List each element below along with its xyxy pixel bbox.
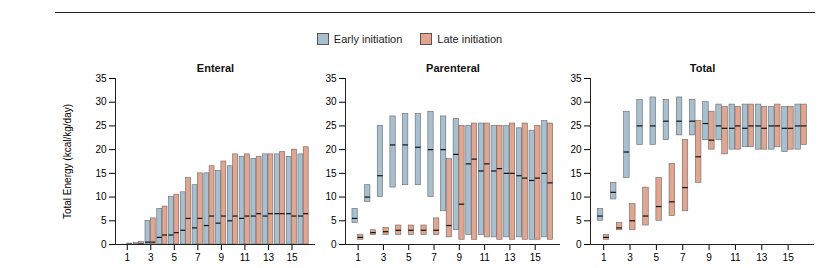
svg-text:5: 5 — [406, 252, 412, 263]
svg-text:25: 25 — [95, 120, 107, 131]
svg-text:15: 15 — [570, 168, 582, 179]
svg-text:10: 10 — [570, 191, 582, 202]
svg-text:9: 9 — [706, 252, 712, 263]
svg-text:9: 9 — [457, 252, 463, 263]
svg-text:0: 0 — [576, 239, 582, 250]
svg-text:13: 13 — [263, 252, 275, 263]
svg-text:15: 15 — [530, 252, 542, 263]
svg-text:5: 5 — [331, 215, 337, 226]
svg-text:1: 1 — [601, 252, 607, 263]
svg-text:7: 7 — [431, 252, 437, 263]
svg-text:0: 0 — [331, 239, 337, 250]
svg-text:7: 7 — [680, 252, 686, 263]
svg-text:11: 11 — [240, 252, 251, 263]
svg-text:3: 3 — [627, 252, 633, 263]
svg-text:5: 5 — [654, 252, 660, 263]
svg-text:13: 13 — [756, 252, 768, 263]
svg-text:Parenteral: Parenteral — [426, 62, 480, 74]
svg-text:5: 5 — [576, 215, 582, 226]
svg-text:5: 5 — [101, 215, 107, 226]
svg-text:11: 11 — [479, 252, 490, 263]
svg-text:35: 35 — [325, 73, 337, 84]
svg-text:1: 1 — [124, 252, 130, 263]
svg-text:20: 20 — [570, 144, 582, 155]
svg-text:20: 20 — [325, 144, 337, 155]
svg-text:10: 10 — [325, 191, 337, 202]
html-text:Late initiation: Late initiation — [437, 33, 503, 45]
svg-text:3: 3 — [381, 252, 387, 263]
svg-text:13: 13 — [504, 252, 516, 263]
svg-text:30: 30 — [570, 96, 582, 107]
svg-text:0: 0 — [101, 239, 107, 250]
svg-text:20: 20 — [95, 144, 107, 155]
svg-text:3: 3 — [148, 252, 154, 263]
svg-text:15: 15 — [95, 168, 107, 179]
svg-text:25: 25 — [570, 120, 582, 131]
svg-text:Total Energy (kcal/kg/day): Total Energy (kcal/kg/day) — [62, 104, 73, 219]
svg-text:30: 30 — [325, 96, 337, 107]
svg-text:1: 1 — [355, 252, 361, 263]
svg-text:15: 15 — [783, 252, 795, 263]
svg-text:35: 35 — [570, 73, 582, 84]
svg-text:10: 10 — [95, 191, 107, 202]
svg-text:5: 5 — [172, 252, 178, 263]
svg-text:15: 15 — [286, 252, 298, 263]
svg-text:30: 30 — [95, 96, 107, 107]
svg-text:11: 11 — [730, 252, 741, 263]
svg-text:Total: Total — [690, 62, 715, 74]
svg-text:25: 25 — [325, 120, 337, 131]
svg-text:15: 15 — [325, 168, 337, 179]
svg-text:9: 9 — [219, 252, 225, 263]
html-text:Early initiation: Early initiation — [333, 33, 403, 45]
svg-text:7: 7 — [195, 252, 201, 263]
svg-text:35: 35 — [95, 73, 107, 84]
svg-text:Enteral: Enteral — [197, 62, 234, 74]
